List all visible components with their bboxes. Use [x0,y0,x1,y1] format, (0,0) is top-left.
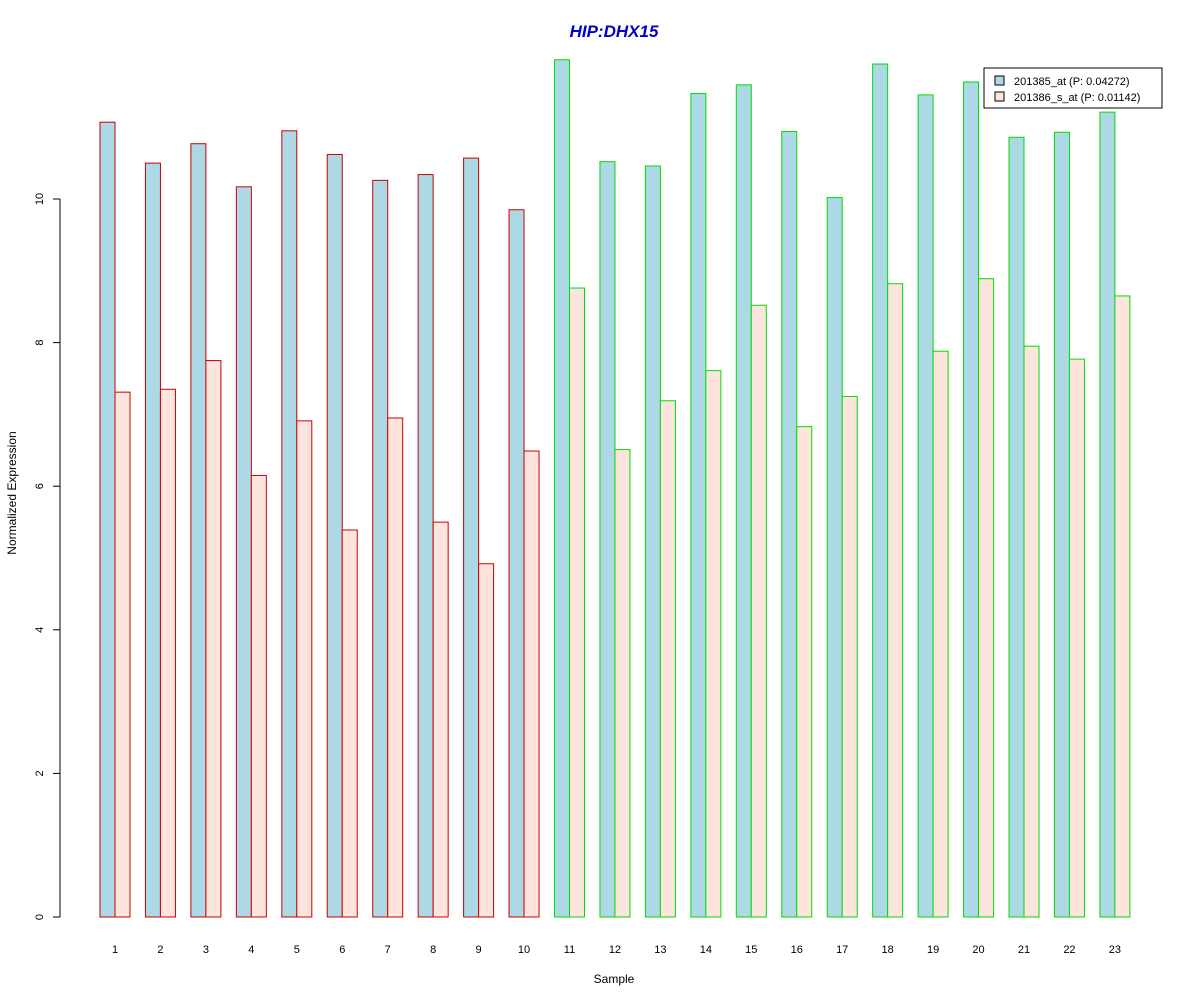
bar-series-1-sample-9 [463,157,480,918]
bars-group [99,59,1131,918]
bar-series-1-sample-14 [690,92,707,918]
bar-series-1-sample-17 [826,197,843,918]
legend-label-series-1: 201385_at (P: 0.04272) [1014,76,1130,88]
bar-series-2-sample-16 [796,426,813,918]
bar-series-1-sample-5 [281,130,298,918]
x-tick-label-6: 6 [339,944,345,956]
x-tick-label-9: 9 [476,944,482,956]
y-axis: 0 2 4 6 8 10 [34,193,61,920]
bar-series-1-sample-12 [599,161,616,918]
bar-series-2-sample-7 [387,417,404,918]
bar-series-1-sample-18 [872,63,889,918]
x-tick-label-22: 22 [1063,944,1075,956]
x-tick-label-8: 8 [430,944,436,956]
bar-series-2-sample-5 [296,420,313,918]
x-tick-label-1: 1 [112,944,118,956]
bar-series-2-sample-4 [250,474,267,918]
bar-series-1-sample-3 [190,143,207,918]
bar-series-2-sample-19 [932,350,949,918]
bar-series-2-sample-14 [705,370,722,918]
x-tick-label-2: 2 [157,944,163,956]
y-tick-label-8: 8 [34,340,46,346]
bar-series-2-sample-12 [614,449,631,918]
bar-series-1-sample-11 [554,59,570,918]
bar-series-1-sample-23 [1099,111,1116,918]
x-tick-label-3: 3 [203,944,209,956]
x-axis-ticks: 1 2 3 4 5 6 7 8 9 10 11 12 13 14 15 16 17 18 19 20 21 22 23 [112,944,1121,956]
x-tick-label-5: 5 [294,944,300,956]
bar-series-1-sample-4 [235,186,252,918]
x-tick-label-16: 16 [791,944,803,956]
bar-series-1-sample-20 [963,81,980,918]
bar-series-2-sample-21 [1023,345,1040,918]
bar-series-1-sample-19 [917,94,934,918]
x-tick-label-20: 20 [972,944,984,956]
bar-series-2-sample-15 [750,304,767,918]
bar-series-1-sample-2 [144,162,161,918]
bar-series-2-sample-2 [159,388,176,918]
x-tick-label-4: 4 [248,944,254,956]
y-tick-label-6: 6 [34,483,46,489]
bar-series-2-sample-6 [341,529,358,918]
bar-series-1-sample-15 [735,84,752,918]
x-tick-label-23: 23 [1109,944,1121,956]
bar-series-1-sample-13 [644,165,661,918]
legend: 201385_at (P: 0.04272) 201386_s_at (P: 0… [983,67,1163,109]
legend-label-series-2: 201386_s_at (P: 0.01142) [1014,92,1140,104]
x-tick-label-10: 10 [518,944,530,956]
x-tick-label-14: 14 [700,944,712,956]
x-tick-label-15: 15 [745,944,757,956]
bar-series-2-sample-8 [432,521,449,918]
x-tick-label-12: 12 [609,944,621,956]
x-tick-label-18: 18 [882,944,894,956]
bar-series-2-sample-17 [841,395,858,918]
x-tick-label-7: 7 [385,944,391,956]
y-tick-label-2: 2 [34,770,46,776]
bar-series-1-sample-7 [372,179,389,918]
chart-title: HIP:DHX15 [570,22,659,41]
bar-series-1-sample-6 [326,153,343,918]
bar-series-2-sample-18 [887,283,904,918]
bar-series-1-sample-22 [1053,131,1070,918]
bar-series-2-sample-11 [569,287,585,918]
x-tick-label-17: 17 [836,944,848,956]
x-tick-label-21: 21 [1018,944,1030,956]
y-axis-label: Normalized Expression [5,431,19,554]
bar-series-2-sample-23 [1114,295,1131,918]
bar-series-2-sample-9 [478,563,495,918]
legend-swatch-series-2 [994,91,1005,102]
x-tick-label-13: 13 [654,944,666,956]
bar-series-1-sample-1 [99,121,116,918]
x-tick-label-11: 11 [564,944,575,956]
x-tick-label-19: 19 [927,944,939,956]
bar-series-1-sample-16 [781,131,798,918]
y-tick-label-4: 4 [34,627,46,633]
bar-series-1-sample-10 [508,209,525,918]
bar-series-2-sample-10 [523,450,540,918]
bar-series-2-sample-22 [1068,358,1085,918]
bar-series-2-sample-13 [659,400,676,918]
bar-series-2-sample-20 [978,278,995,918]
legend-box [983,67,1163,109]
bar-series-2-sample-1 [114,391,131,918]
y-tick-label-10: 10 [34,193,46,205]
bar-series-1-sample-8 [417,174,434,918]
y-tick-label-0: 0 [34,914,46,920]
bar-series-1-sample-21 [1008,136,1025,918]
x-axis-label: Sample [594,972,635,986]
legend-swatch-series-1 [994,75,1005,86]
bar-series-2-sample-3 [205,360,222,918]
